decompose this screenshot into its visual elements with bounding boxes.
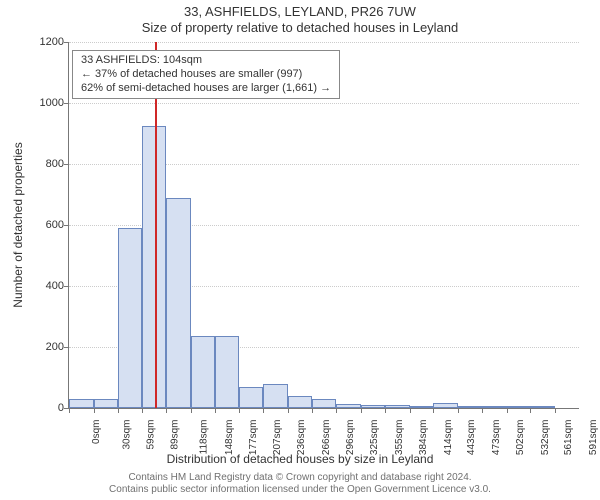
x-tick-mark xyxy=(458,408,459,413)
histogram-bar xyxy=(458,406,482,408)
histogram-bar xyxy=(433,403,458,408)
x-tick-label: 0sqm xyxy=(91,420,102,444)
histogram-bar xyxy=(312,399,336,408)
x-tick-label: 502sqm xyxy=(515,420,526,456)
gridline xyxy=(69,103,579,104)
x-tick-label: 561sqm xyxy=(564,420,575,456)
x-tick-mark xyxy=(361,408,362,413)
x-tick-label: 30sqm xyxy=(121,420,132,450)
legend-box: 33 ASHFIELDS: 104sqm ← 37% of detached h… xyxy=(72,50,340,99)
histogram-bar xyxy=(69,399,94,408)
x-tick-mark xyxy=(312,408,313,413)
legend-line-3: 62% of semi-detached houses are larger (… xyxy=(81,82,331,96)
x-tick-mark xyxy=(94,408,95,413)
x-tick-label: 325sqm xyxy=(369,420,380,456)
x-tick-mark xyxy=(69,408,70,413)
x-tick-mark xyxy=(166,408,167,413)
footer-line-1: Contains HM Land Registry data © Crown c… xyxy=(0,472,600,483)
x-tick-mark xyxy=(142,408,143,413)
x-tick-label: 414sqm xyxy=(443,420,454,456)
footer-line-2: Contains public sector information licen… xyxy=(0,484,600,495)
x-tick-label: 266sqm xyxy=(321,420,332,456)
histogram-bar xyxy=(263,384,288,408)
histogram-bar xyxy=(191,336,215,408)
y-tick-mark xyxy=(64,164,69,165)
histogram-bar xyxy=(530,406,555,408)
y-tick-label: 400 xyxy=(24,280,64,292)
legend-line-1: 33 ASHFIELDS: 104sqm xyxy=(81,54,331,68)
x-tick-label: 177sqm xyxy=(248,420,259,456)
x-tick-mark xyxy=(507,408,508,413)
x-tick-label: 384sqm xyxy=(418,420,429,456)
x-tick-label: 118sqm xyxy=(198,420,209,455)
x-tick-label: 532sqm xyxy=(540,420,551,456)
x-tick-mark xyxy=(385,408,386,413)
histogram-bar xyxy=(239,387,263,408)
gridline xyxy=(69,42,579,43)
y-tick-mark xyxy=(64,347,69,348)
x-tick-mark xyxy=(410,408,411,413)
histogram-bar xyxy=(482,406,507,408)
x-tick-mark xyxy=(482,408,483,413)
histogram-bar xyxy=(118,228,143,408)
x-tick-mark xyxy=(288,408,289,413)
histogram-bar xyxy=(94,399,118,408)
histogram-bar xyxy=(507,406,531,408)
y-tick-mark xyxy=(64,286,69,287)
x-tick-mark xyxy=(215,408,216,413)
histogram-bar xyxy=(215,336,240,408)
x-tick-label: 296sqm xyxy=(346,420,357,456)
histogram-bar xyxy=(288,396,313,408)
y-tick-label: 800 xyxy=(24,158,64,170)
x-tick-label: 355sqm xyxy=(394,420,405,456)
y-tick-label: 1200 xyxy=(24,36,64,48)
y-tick-label: 200 xyxy=(24,341,64,353)
y-tick-mark xyxy=(64,225,69,226)
x-tick-mark xyxy=(263,408,264,413)
legend-line-2: ← 37% of detached houses are smaller (99… xyxy=(81,68,331,82)
page-title-line2: Size of property relative to detached ho… xyxy=(0,20,600,35)
y-tick-label: 600 xyxy=(24,219,64,231)
x-tick-mark xyxy=(433,408,434,413)
x-tick-label: 443sqm xyxy=(466,420,477,456)
y-tick-label: 1000 xyxy=(24,97,64,109)
x-tick-label: 148sqm xyxy=(224,420,235,456)
x-tick-label: 473sqm xyxy=(491,420,502,456)
x-tick-mark xyxy=(555,408,556,413)
x-tick-mark xyxy=(530,408,531,413)
histogram-bar xyxy=(336,404,361,408)
x-tick-label: 59sqm xyxy=(145,420,156,450)
histogram-bar xyxy=(385,405,410,408)
x-tick-label: 236sqm xyxy=(296,420,307,456)
x-tick-mark xyxy=(239,408,240,413)
chart-container: 33, ASHFIELDS, LEYLAND, PR26 7UW Size of… xyxy=(0,0,600,500)
histogram-bar xyxy=(361,405,385,408)
x-tick-mark xyxy=(336,408,337,413)
x-tick-mark xyxy=(191,408,192,413)
histogram-bar xyxy=(166,198,191,408)
x-tick-mark xyxy=(118,408,119,413)
page-title-line1: 33, ASHFIELDS, LEYLAND, PR26 7UW xyxy=(0,4,600,19)
x-tick-label: 207sqm xyxy=(272,420,283,456)
x-tick-label: 89sqm xyxy=(170,420,181,450)
y-tick-mark xyxy=(64,42,69,43)
y-tick-mark xyxy=(64,103,69,104)
y-tick-label: 0 xyxy=(24,402,64,414)
y-axis-label: Number of detached properties xyxy=(11,142,25,307)
x-tick-label: 591sqm xyxy=(588,420,599,456)
histogram-bar xyxy=(410,406,434,408)
